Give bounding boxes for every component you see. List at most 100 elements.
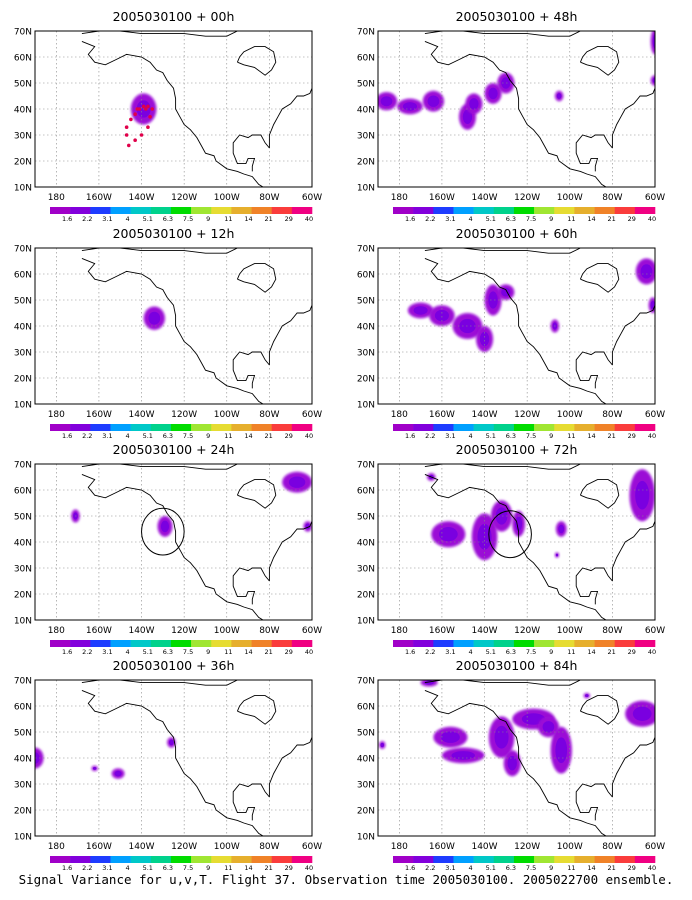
colorbar-label: 29 bbox=[285, 215, 293, 223]
colorbar-swatch bbox=[634, 856, 656, 863]
colorbar-swatch bbox=[513, 207, 535, 214]
coastline bbox=[81, 680, 238, 686]
colorbar-swatch bbox=[191, 424, 212, 431]
colorbar-label: 7.5 bbox=[526, 215, 536, 223]
lat-tick-label: 70N bbox=[14, 245, 32, 255]
observation-circle bbox=[488, 510, 532, 559]
colorbar-swatch bbox=[90, 424, 111, 431]
lat-tick-label: 10N bbox=[357, 833, 375, 843]
lat-tick-label: 50N bbox=[357, 729, 375, 739]
lon-tick-label: 180 bbox=[48, 626, 65, 636]
lon-tick-label: 80W bbox=[602, 410, 622, 420]
coastline bbox=[575, 567, 613, 605]
colorbar-swatch bbox=[473, 856, 495, 863]
colorbar-swatch bbox=[70, 856, 91, 863]
coastline bbox=[236, 479, 277, 509]
lat-tick-label: 40N bbox=[357, 323, 375, 333]
colorbar-label: 5.1 bbox=[486, 864, 496, 872]
colorbar-label: 2.2 bbox=[82, 215, 92, 223]
colorbar-swatch bbox=[574, 207, 595, 214]
coastline bbox=[579, 263, 620, 293]
colorbar-swatch bbox=[150, 640, 172, 647]
colorbar-swatch bbox=[231, 640, 252, 647]
colorbar-swatch bbox=[574, 856, 595, 863]
colorbar-label: 5.1 bbox=[143, 648, 153, 656]
colorbar-label: 29 bbox=[285, 648, 293, 656]
colorbar-label: 14 bbox=[587, 648, 595, 656]
colorbar-label: 7.5 bbox=[183, 864, 193, 872]
colorbar-label: 2.2 bbox=[82, 864, 92, 872]
colorbar-swatch bbox=[170, 207, 192, 214]
map-panel: 2005030100 + 00h 10N 20N 30N 40N 50N 60N 70N 180… bbox=[14, 9, 322, 223]
lon-tick-label: 140W bbox=[471, 410, 497, 420]
coastline bbox=[611, 305, 655, 365]
colorbar-label: 9 bbox=[206, 864, 210, 872]
variance-core bbox=[479, 331, 490, 347]
variance-core bbox=[148, 311, 161, 325]
variance-core bbox=[632, 706, 652, 721]
coastline bbox=[268, 88, 312, 148]
lon-tick-label: 180 bbox=[391, 842, 408, 852]
colorbar-swatch bbox=[291, 640, 313, 647]
variance-core bbox=[114, 770, 122, 777]
colorbar-swatch bbox=[493, 424, 515, 431]
lat-tick-label: 40N bbox=[14, 106, 32, 116]
variance-core bbox=[380, 742, 385, 748]
colorbar-label: 6.3 bbox=[163, 432, 173, 440]
colorbar-swatch bbox=[614, 207, 636, 214]
colorbar-swatch bbox=[170, 640, 192, 647]
colorbar-label: 40 bbox=[648, 648, 656, 656]
colorbar-swatch bbox=[393, 207, 414, 214]
colorbar-label: 21 bbox=[608, 648, 616, 656]
flight-track-point bbox=[139, 133, 144, 137]
colorbar-swatch bbox=[90, 856, 111, 863]
colorbar-swatch bbox=[130, 424, 152, 431]
lon-tick-label: 180 bbox=[48, 193, 65, 203]
variance-core bbox=[555, 737, 568, 764]
colorbar-label: 29 bbox=[628, 864, 636, 872]
colorbar-label: 4 bbox=[469, 215, 473, 223]
colorbar-swatch bbox=[594, 207, 615, 214]
coastline bbox=[268, 737, 312, 797]
coastline bbox=[232, 134, 270, 172]
colorbar-swatch bbox=[614, 856, 636, 863]
map-frame bbox=[34, 30, 313, 188]
lat-tick-label: 30N bbox=[14, 781, 32, 791]
coastline bbox=[579, 695, 620, 725]
colorbar-swatch bbox=[433, 856, 454, 863]
colorbar-swatch bbox=[453, 207, 474, 214]
variance-core bbox=[413, 306, 428, 315]
colorbar-label: 14 bbox=[244, 648, 252, 656]
coastline bbox=[424, 257, 607, 404]
colorbar-swatch bbox=[393, 424, 414, 431]
colorbar-label: 14 bbox=[244, 215, 252, 223]
colorbar-label: 7.5 bbox=[183, 215, 193, 223]
colorbar-label: 1.6 bbox=[62, 432, 72, 440]
map-frame bbox=[34, 679, 313, 837]
variance-core bbox=[652, 34, 655, 49]
lat-tick-label: 50N bbox=[357, 297, 375, 307]
colorbar-label: 3.1 bbox=[102, 648, 112, 656]
colorbar-swatch bbox=[110, 856, 131, 863]
lon-tick-label: 140W bbox=[128, 842, 154, 852]
colorbar-swatch bbox=[453, 640, 474, 647]
colorbar-label: 3.1 bbox=[445, 648, 455, 656]
panel-title: 2005030100 + 48h bbox=[456, 9, 578, 24]
colorbar-swatch bbox=[251, 424, 272, 431]
coastline bbox=[268, 305, 312, 365]
colorbar-label: 2.2 bbox=[425, 215, 435, 223]
colorbar-swatch bbox=[574, 424, 595, 431]
lon-tick-label: 160W bbox=[86, 626, 112, 636]
colorbar-swatch bbox=[493, 207, 515, 214]
colorbar-label: 29 bbox=[285, 864, 293, 872]
lat-tick-label: 20N bbox=[14, 375, 32, 385]
colorbar-label: 7.5 bbox=[183, 432, 193, 440]
colorbar-swatch bbox=[170, 424, 192, 431]
lat-tick-label: 40N bbox=[14, 539, 32, 549]
colorbar-swatch bbox=[50, 207, 71, 214]
colorbar-label: 21 bbox=[265, 432, 273, 440]
colorbar-swatch bbox=[191, 207, 212, 214]
variance-core bbox=[585, 694, 589, 698]
colorbar-label: 3.1 bbox=[445, 432, 455, 440]
lon-tick-label: 80W bbox=[259, 193, 279, 203]
